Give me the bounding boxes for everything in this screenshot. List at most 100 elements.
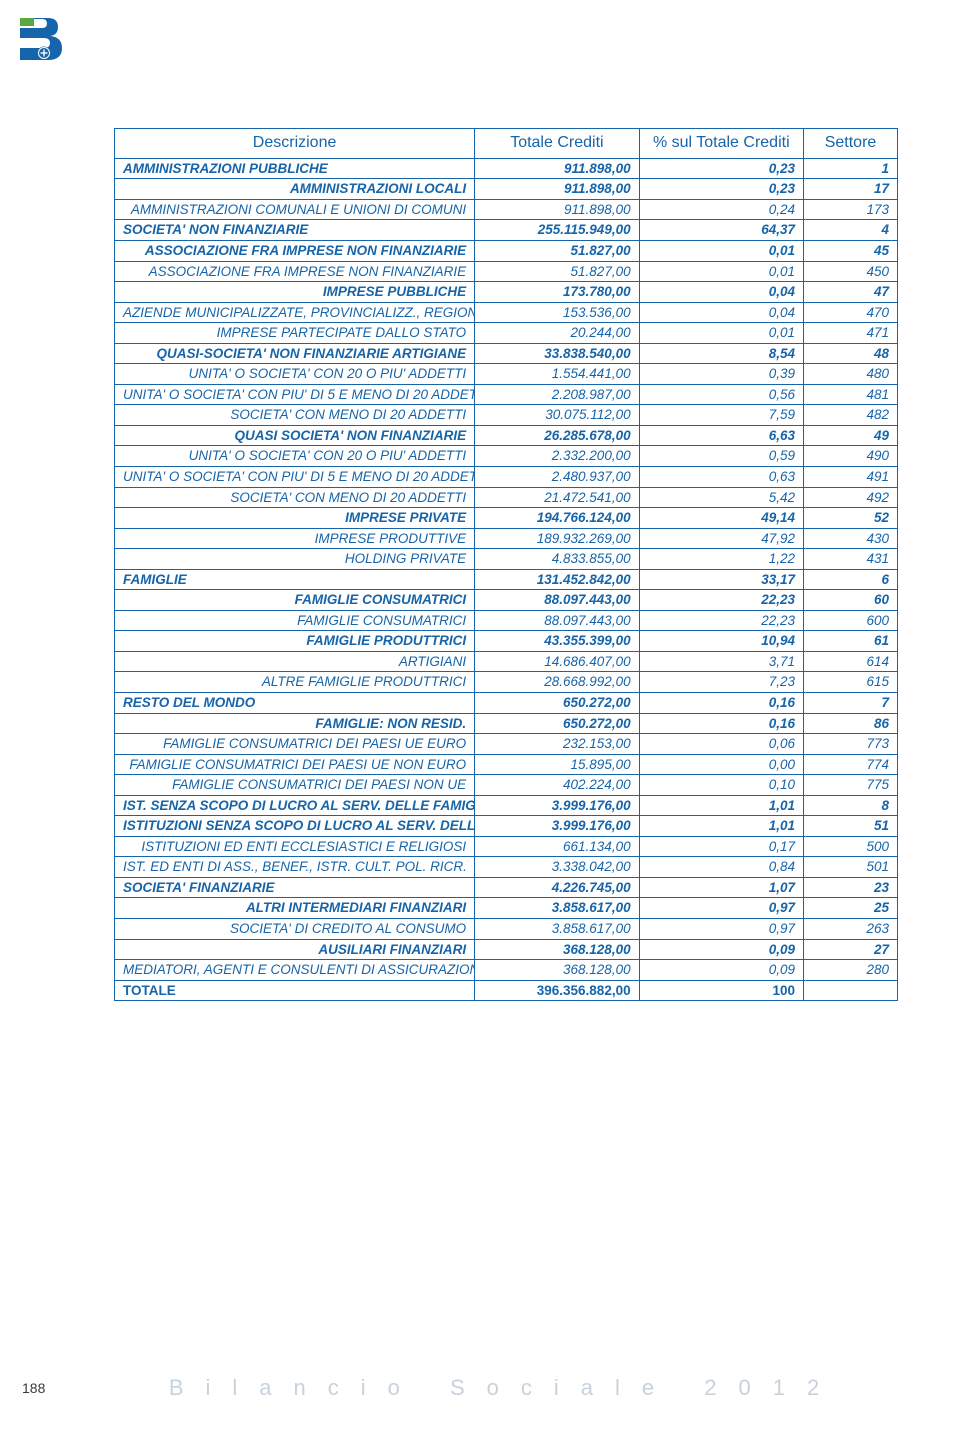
table-row: SOCIETA' FINANZIARIE4.226.745,001,0723: [115, 877, 898, 898]
cell-pct: 0,97: [639, 898, 803, 919]
table-row: AMMINISTRAZIONI COMUNALI E UNIONI DI COM…: [115, 199, 898, 220]
cell-val: 30.075.112,00: [475, 405, 639, 426]
table-row: FAMIGLIE CONSUMATRICI88.097.443,0022,236…: [115, 610, 898, 631]
cell-val: 2.332.200,00: [475, 446, 639, 467]
table-row: ISTITUZIONI ED ENTI ECCLESIASTICI E RELI…: [115, 836, 898, 857]
table-row: ASSOCIAZIONE FRA IMPRESE NON FINANZIARIE…: [115, 261, 898, 282]
cell-sec: 8: [804, 795, 898, 816]
cell-val: 3.338.042,00: [475, 857, 639, 878]
cell-pct: 0,04: [639, 302, 803, 323]
cell-pct: 1,22: [639, 549, 803, 570]
cell-desc: FAMIGLIE CONSUMATRICI DEI PAESI UE NON E…: [115, 754, 475, 775]
cell-sec: 773: [804, 734, 898, 755]
cell-pct: 1,07: [639, 877, 803, 898]
cell-sec: 482: [804, 405, 898, 426]
cell-desc: SOCIETA' CON MENO DI 20 ADDETTI: [115, 405, 475, 426]
cell-sec: 23: [804, 877, 898, 898]
cell-desc: AMMINISTRAZIONI LOCALI: [115, 179, 475, 200]
cell-val: 21.472.541,00: [475, 487, 639, 508]
cell-desc: UNITA' O SOCIETA' CON PIU' DI 5 E MENO D…: [115, 467, 475, 488]
cell-sec: 492: [804, 487, 898, 508]
cell-val: 1.554.441,00: [475, 364, 639, 385]
cell-sec: 60: [804, 590, 898, 611]
cell-sec: 7: [804, 693, 898, 714]
cell-val: 153.536,00: [475, 302, 639, 323]
cell-pct: 1,01: [639, 795, 803, 816]
cell-pct: 47,92: [639, 528, 803, 549]
table-row: AMMINISTRAZIONI PUBBLICHE911.898,000,231: [115, 158, 898, 179]
cell-val: 2.208.987,00: [475, 384, 639, 405]
cell-val: 255.115.949,00: [475, 220, 639, 241]
cell-pct: 0,06: [639, 734, 803, 755]
cell-pct: 1,01: [639, 816, 803, 837]
table-row: FAMIGLIE CONSUMATRICI DEI PAESI UE NON E…: [115, 754, 898, 775]
cell-desc: ALTRE FAMIGLIE PRODUTTRICI: [115, 672, 475, 693]
cell-sec: 481: [804, 384, 898, 405]
col-header-totale-crediti: Totale Crediti: [475, 129, 639, 159]
table-row: FAMIGLIE CONSUMATRICI DEI PAESI NON UE40…: [115, 775, 898, 796]
cell-pct: 0,16: [639, 693, 803, 714]
table-row: IST. SENZA SCOPO DI LUCRO AL SERV. DELLE…: [115, 795, 898, 816]
cell-sec: 6: [804, 569, 898, 590]
table-row: ALTRE FAMIGLIE PRODUTTRICI28.668.992,007…: [115, 672, 898, 693]
cell-pct: 49,14: [639, 508, 803, 529]
table-row: IMPRESE PRODUTTIVE189.932.269,0047,92430: [115, 528, 898, 549]
cell-sec: 49: [804, 425, 898, 446]
cell-sec: 280: [804, 960, 898, 981]
cell-val: 88.097.443,00: [475, 610, 639, 631]
cell-desc: AMMINISTRAZIONI COMUNALI E UNIONI DI COM…: [115, 199, 475, 220]
table-row: FAMIGLIE131.452.842,0033,176: [115, 569, 898, 590]
col-header-settore: Settore: [804, 129, 898, 159]
cell-sec: 4: [804, 220, 898, 241]
table-row: FAMIGLIE CONSUMATRICI88.097.443,0022,236…: [115, 590, 898, 611]
cell-sec: 61: [804, 631, 898, 652]
table-row: TOTALE396.356.882,00100: [115, 980, 898, 1001]
table-row: SOCIETA' CON MENO DI 20 ADDETTI30.075.11…: [115, 405, 898, 426]
cell-sec: 173: [804, 199, 898, 220]
cell-sec: 775: [804, 775, 898, 796]
cell-val: 26.285.678,00: [475, 425, 639, 446]
cell-desc: QUASI SOCIETA' NON FINANZIARIE: [115, 425, 475, 446]
page-number: 188: [22, 1380, 112, 1396]
table-row: ISTITUZIONI SENZA SCOPO DI LUCRO AL SERV…: [115, 816, 898, 837]
cell-val: 88.097.443,00: [475, 590, 639, 611]
table-row: MEDIATORI, AGENTI E CONSULENTI DI ASSICU…: [115, 960, 898, 981]
cell-pct: 22,23: [639, 610, 803, 631]
cell-pct: 0,23: [639, 158, 803, 179]
cell-val: 911.898,00: [475, 179, 639, 200]
cell-pct: 0,24: [639, 199, 803, 220]
table-row: QUASI SOCIETA' NON FINANZIARIE26.285.678…: [115, 425, 898, 446]
cell-pct: 8,54: [639, 343, 803, 364]
cell-sec: 430: [804, 528, 898, 549]
cell-desc: TOTALE: [115, 980, 475, 1001]
table-row: HOLDING PRIVATE4.833.855,001,22431: [115, 549, 898, 570]
cell-sec: 774: [804, 754, 898, 775]
cell-desc: FAMIGLIE: [115, 569, 475, 590]
cell-sec: 1: [804, 158, 898, 179]
cell-val: 51.827,00: [475, 261, 639, 282]
cell-sec: 614: [804, 651, 898, 672]
cell-desc: SOCIETA' FINANZIARIE: [115, 877, 475, 898]
cell-pct: 7,59: [639, 405, 803, 426]
cell-val: 173.780,00: [475, 282, 639, 303]
cell-sec: [804, 980, 898, 1001]
cell-pct: 3,71: [639, 651, 803, 672]
cell-val: 650.272,00: [475, 713, 639, 734]
cell-val: 911.898,00: [475, 199, 639, 220]
table-row: QUASI-SOCIETA' NON FINANZIARIE ARTIGIANE…: [115, 343, 898, 364]
cell-pct: 0,10: [639, 775, 803, 796]
cell-pct: 0,39: [639, 364, 803, 385]
cell-pct: 0,09: [639, 939, 803, 960]
cell-desc: ALTRI INTERMEDIARI FINANZIARI: [115, 898, 475, 919]
cell-desc: AMMINISTRAZIONI PUBBLICHE: [115, 158, 475, 179]
cell-pct: 0,97: [639, 919, 803, 940]
cell-pct: 0,59: [639, 446, 803, 467]
table-row: IMPRESE PUBBLICHE173.780,000,0447: [115, 282, 898, 303]
table-body: AMMINISTRAZIONI PUBBLICHE911.898,000,231…: [115, 158, 898, 1000]
table-row: SOCIETA' DI CREDITO AL CONSUMO3.858.617,…: [115, 919, 898, 940]
cell-pct: 0,23: [639, 179, 803, 200]
cell-desc: SOCIETA' DI CREDITO AL CONSUMO: [115, 919, 475, 940]
cell-val: 51.827,00: [475, 240, 639, 261]
cell-pct: 7,23: [639, 672, 803, 693]
cell-val: 43.355.399,00: [475, 631, 639, 652]
